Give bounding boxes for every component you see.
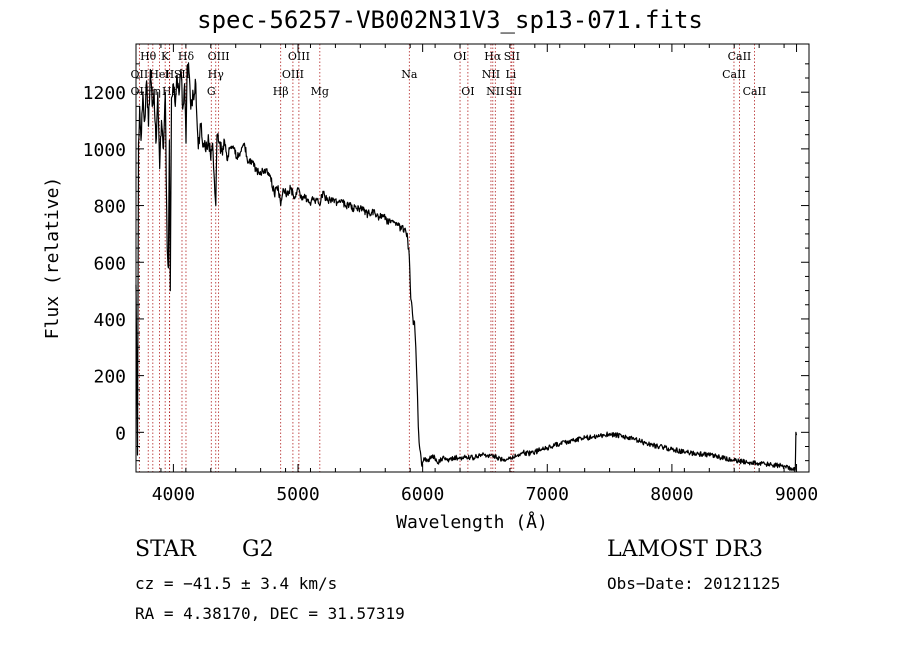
y-axis-label: Flux (relative): [42, 177, 63, 340]
line-marker-label: G: [207, 85, 216, 98]
line-marker-label: OIII: [288, 50, 310, 63]
y-tick-label: 1000: [83, 140, 126, 161]
y-tick-label: 1200: [83, 83, 126, 104]
line-marker-label: NII: [486, 85, 504, 98]
line-marker-label: OIII: [208, 50, 230, 63]
line-marker-label: SII: [504, 50, 520, 63]
x-tick-label: 9000: [775, 484, 818, 505]
x-tick-label: 7000: [526, 484, 569, 505]
line-marker-label: CaII: [743, 85, 767, 98]
line-marker-label: Mg: [311, 85, 329, 98]
object-subclass: G2: [242, 537, 274, 562]
x-tick-label: 4000: [152, 484, 195, 505]
line-marker-label: HeI: [149, 68, 169, 81]
y-tick-label: 600: [93, 253, 126, 274]
line-marker-label: CaII: [722, 68, 746, 81]
observation-date: Obs−Date: 20121125: [607, 574, 781, 593]
line-marker-label: Hγ: [208, 68, 225, 81]
survey-name: LAMOST DR3: [607, 537, 763, 562]
plot-frame: [135, 43, 810, 473]
y-tick-label: 800: [93, 197, 126, 218]
line-marker-label: Li: [505, 68, 516, 81]
line-marker-label: SII: [506, 85, 522, 98]
coordinates: RA = 4.38170, DEC = 31.57319: [135, 604, 405, 623]
spectrum-line: [135, 62, 798, 472]
line-marker-label: OIII: [282, 68, 304, 81]
object-class: STAR: [135, 537, 196, 562]
line-marker-label: Na: [401, 68, 418, 81]
x-tick-label: 6000: [401, 484, 444, 505]
line-marker-label: Hα: [484, 50, 502, 63]
line-marker-label: OII: [131, 85, 149, 98]
line-marker-label: NII: [482, 68, 500, 81]
line-marker-label: K: [161, 50, 170, 63]
y-tick-label: 0: [115, 423, 126, 444]
axis-ticks-layer: 4000 5000 6000 7000 8000 9000 0 200 400 600 800 100…: [83, 44, 818, 505]
line-marker-label: Hδ: [178, 50, 195, 63]
line-marker-label: H: [165, 68, 175, 81]
redshift-velocity: cz = −41.5 ± 3.4 km/s: [135, 574, 338, 593]
line-marker-label: Hθ: [140, 50, 157, 63]
x-tick-label: 8000: [650, 484, 693, 505]
y-tick-label: 200: [93, 367, 126, 388]
line-marker-label: CaII: [728, 50, 752, 63]
line-marker-label: Hη: [145, 85, 161, 98]
line-marker-label: Hβ: [273, 85, 289, 98]
line-marker-label: SII: [174, 68, 190, 81]
chart-title: spec-56257-VB002N31V3_sp13-071.fits: [197, 6, 703, 34]
line-marker-label: OII: [131, 68, 149, 81]
x-axis-label: Wavelength (Å): [396, 511, 548, 533]
y-tick-label: 400: [93, 310, 126, 331]
line-marker-label: OI: [461, 85, 474, 98]
x-tick-label: 5000: [276, 484, 319, 505]
line-marker-label: OI: [453, 50, 466, 63]
